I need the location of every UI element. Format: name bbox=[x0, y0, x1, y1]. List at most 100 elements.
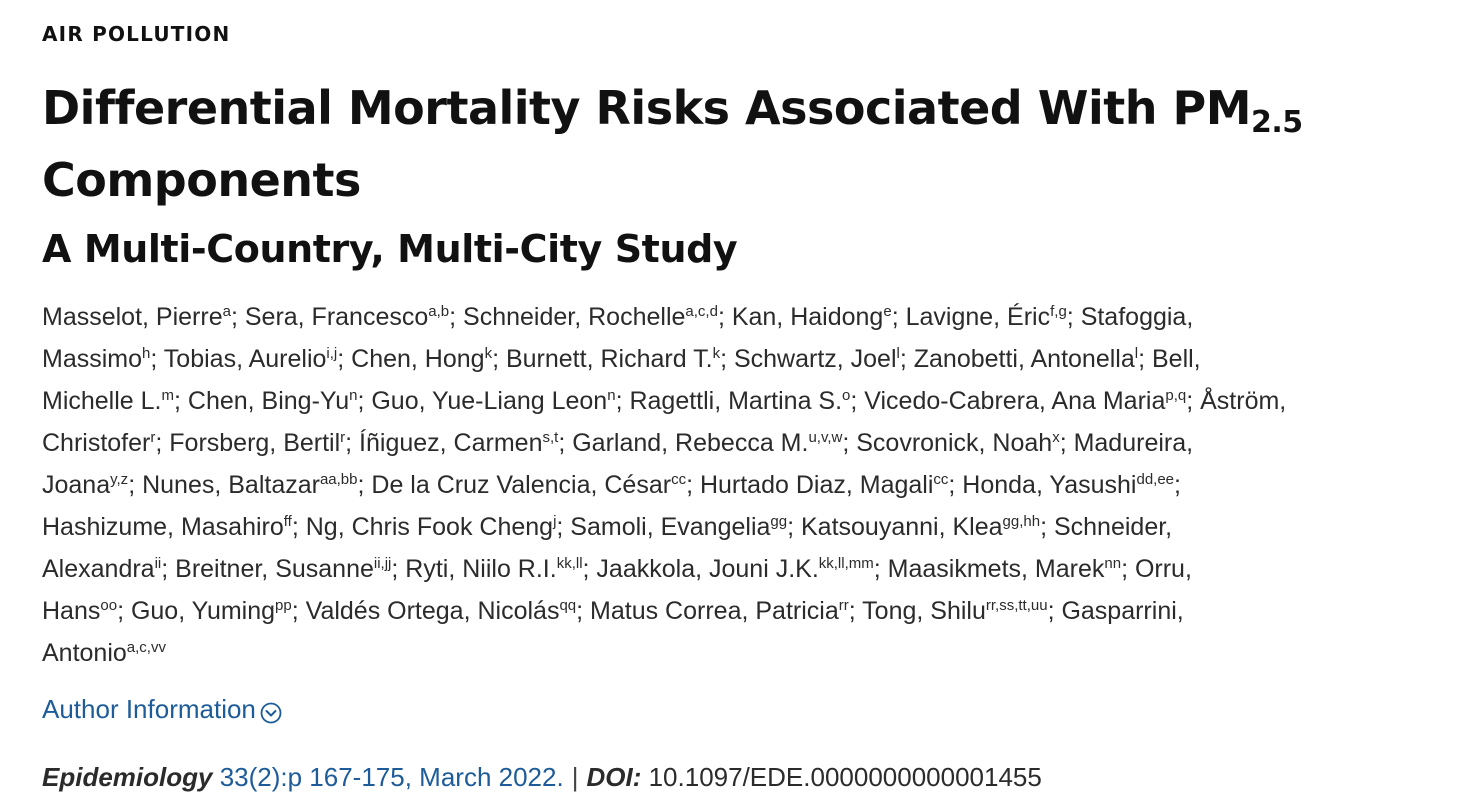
author-text: ; Schneider, Rochelle bbox=[449, 303, 686, 331]
affiliation-superscript: qq bbox=[559, 597, 577, 614]
author-line: Alexandraii; Breitner, Susanneii,jj; Ryt… bbox=[42, 548, 1442, 590]
affiliation-superscript: ff bbox=[283, 513, 292, 530]
author-text: ; Honda, Yasushi bbox=[948, 471, 1137, 499]
author-text: ; Madureira, bbox=[1059, 429, 1194, 457]
affiliation-superscript: kk,ll bbox=[556, 555, 583, 572]
affiliation-superscript: h bbox=[142, 345, 151, 362]
author-text: ; Scovronick, Noah bbox=[842, 429, 1053, 457]
affiliation-superscript: ii,jj bbox=[373, 555, 392, 572]
article-category: AIR POLLUTION bbox=[42, 22, 231, 46]
author-text: ; Breitner, Susanne bbox=[161, 555, 374, 583]
author-text: ; Jaakkola, Jouni J.K. bbox=[582, 555, 819, 583]
affiliation-superscript: f,g bbox=[1050, 303, 1067, 320]
affiliation-superscript: m bbox=[161, 387, 175, 404]
affiliation-superscript: kk,ll,mm bbox=[818, 555, 874, 572]
affiliation-superscript: i,j bbox=[326, 345, 338, 362]
affiliation-superscript: n bbox=[607, 387, 616, 404]
author-text: ; Maasikmets, Marek bbox=[873, 555, 1105, 583]
title-main: Differential Mortality Risks Associated … bbox=[42, 81, 1251, 135]
author-text: ; Zanobetti, Antonella bbox=[899, 345, 1135, 373]
title-rest: Components bbox=[42, 153, 361, 207]
affiliation-superscript: p,q bbox=[1165, 387, 1187, 404]
author-text: Michelle L. bbox=[42, 387, 162, 415]
author-text: ; Sera, Francesco bbox=[230, 303, 429, 331]
author-information-label: Author Information bbox=[42, 694, 256, 724]
author-text: ; Nunes, Baltazar bbox=[128, 471, 320, 499]
author-text: ; Chen, Hong bbox=[337, 345, 485, 373]
affiliation-superscript: l bbox=[896, 345, 900, 362]
affiliation-superscript: x bbox=[1052, 429, 1060, 446]
author-text: ; Lavigne, Éric bbox=[891, 303, 1051, 331]
author-text: Antonio bbox=[42, 639, 127, 667]
affiliation-superscript: a,b bbox=[428, 303, 450, 320]
author-line: Christoferr; Forsberg, Bertilr; Íñiguez,… bbox=[42, 422, 1442, 464]
author-text: ; Valdés Ortega, Nicolás bbox=[291, 597, 560, 625]
affiliation-superscript: u,v,w bbox=[808, 429, 843, 446]
affiliation-superscript: a,c,d bbox=[685, 303, 718, 320]
journal-name: Epidemiology bbox=[42, 762, 213, 792]
author-text: ; Samoli, Evangelia bbox=[556, 513, 771, 541]
author-text: ; Gasparrini, bbox=[1047, 597, 1184, 625]
author-text: ; Katsouyanni, Klea bbox=[787, 513, 1003, 541]
affiliation-superscript: y,z bbox=[110, 471, 129, 488]
author-text: ; Åström, bbox=[1186, 387, 1287, 415]
affiliation-superscript: s,t bbox=[542, 429, 559, 446]
author-text: ; Hurtado Diaz, Magali bbox=[686, 471, 934, 499]
author-line: Masselot, Pierrea; Sera, Francescoa,b; S… bbox=[42, 296, 1442, 338]
author-text: Christofer bbox=[42, 429, 151, 457]
author-text: ; Ragettli, Martina S. bbox=[615, 387, 843, 415]
author-text: ; Tong, Shilu bbox=[848, 597, 986, 625]
affiliation-superscript: cc bbox=[671, 471, 687, 488]
affiliation-superscript: gg bbox=[770, 513, 788, 530]
issue-link[interactable]: 33(2):p 167-175, March 2022. bbox=[219, 762, 564, 792]
citation-separator: | bbox=[571, 762, 579, 792]
affiliation-superscript: pp bbox=[275, 597, 292, 614]
author-text: ; Orru, bbox=[1121, 555, 1192, 583]
author-text: ; Guo, Yuming bbox=[117, 597, 276, 625]
affiliation-superscript: oo bbox=[100, 597, 118, 614]
author-line: Hashizume, Masahiroff; Ng, Chris Fook Ch… bbox=[42, 506, 1442, 548]
author-text: Alexandra bbox=[42, 555, 155, 583]
author-text: Massimo bbox=[42, 345, 143, 373]
author-text: ; De la Cruz Valencia, César bbox=[357, 471, 672, 499]
author-text: ; Bell, bbox=[1138, 345, 1201, 373]
author-text: Joana bbox=[42, 471, 111, 499]
chevron-down-circle-icon bbox=[260, 700, 282, 723]
author-text: ; Forsberg, Bertil bbox=[155, 429, 341, 457]
author-text: ; bbox=[1174, 471, 1181, 499]
author-line: Hansoo; Guo, Yumingpp; Valdés Ortega, Ni… bbox=[42, 590, 1442, 632]
author-text: ; Kan, Haidong bbox=[717, 303, 884, 331]
article-subtitle: A Multi-Country, Multi-City Study bbox=[42, 227, 738, 271]
author-line: Massimoh; Tobias, Aurelioi,j; Chen, Hong… bbox=[42, 338, 1442, 380]
author-line: Antonioa,c,vv bbox=[42, 632, 1442, 674]
citation-line: Epidemiology 33(2):p 167-175, March 2022… bbox=[42, 762, 1042, 793]
affiliation-superscript: cc bbox=[933, 471, 949, 488]
author-text: ; Chen, Bing-Yu bbox=[174, 387, 350, 415]
affiliation-superscript: rr,ss,tt,uu bbox=[985, 597, 1048, 614]
author-information-toggle[interactable]: Author Information bbox=[42, 694, 282, 725]
affiliation-superscript: n bbox=[349, 387, 358, 404]
affiliation-superscript: r bbox=[150, 429, 156, 446]
affiliation-superscript: k bbox=[712, 345, 721, 362]
author-text: ; Ng, Chris Fook Cheng bbox=[291, 513, 554, 541]
affiliation-superscript: ii bbox=[154, 555, 162, 572]
affiliation-superscript: nn bbox=[1104, 555, 1122, 572]
doi-label: DOI: bbox=[586, 762, 642, 792]
article-title: Differential Mortality Risks Associated … bbox=[42, 72, 1442, 216]
affiliation-superscript: k bbox=[484, 345, 493, 362]
affiliation-superscript: r bbox=[340, 429, 346, 446]
author-text: Masselot, Pierre bbox=[42, 303, 223, 331]
author-text: ; Schwartz, Joel bbox=[720, 345, 897, 373]
affiliation-superscript: o bbox=[842, 387, 851, 404]
author-text: ; Vicedo-Cabrera, Ana Maria bbox=[850, 387, 1166, 415]
author-text: ; Stafoggia, bbox=[1066, 303, 1194, 331]
author-list: Masselot, Pierrea; Sera, Francescoa,b; S… bbox=[42, 296, 1442, 674]
author-line: Michelle L.m; Chen, Bing-Yun; Guo, Yue-L… bbox=[42, 380, 1442, 422]
author-text: ; Schneider, bbox=[1040, 513, 1173, 541]
affiliation-superscript: a bbox=[222, 303, 231, 320]
title-subscript: 2.5 bbox=[1250, 105, 1303, 140]
affiliation-superscript: a,c,vv bbox=[126, 639, 166, 656]
author-text: ; Matus Correa, Patricia bbox=[576, 597, 839, 625]
affiliation-superscript: gg,hh bbox=[1002, 513, 1041, 530]
author-text: Hashizume, Masahiro bbox=[42, 513, 284, 541]
